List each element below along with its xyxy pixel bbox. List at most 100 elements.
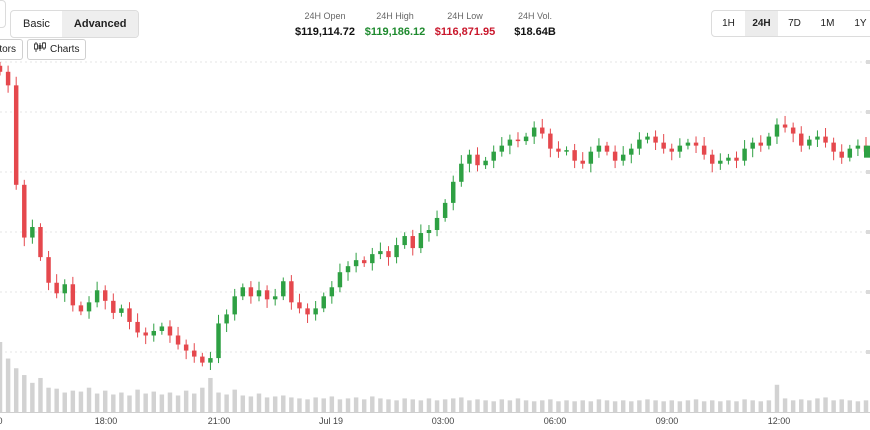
candle-body [604, 145, 610, 152]
indicators-button[interactable]: ators [0, 39, 23, 60]
candle-body [580, 160, 585, 164]
candle [111, 293, 116, 320]
candle [151, 323, 157, 342]
volume-bar [5, 358, 11, 412]
candle [685, 138, 691, 150]
volume-bar [410, 399, 415, 412]
volume-bar [863, 400, 869, 412]
candle [321, 292, 326, 313]
candle [596, 138, 602, 158]
candle-body [709, 154, 715, 164]
candle-body [766, 136, 772, 146]
candle-body [321, 296, 326, 309]
candle-body [418, 233, 424, 249]
volume-bar [782, 398, 788, 412]
candle [329, 281, 335, 304]
candle-body [459, 163, 464, 182]
candle [418, 224, 424, 254]
x-tick-label: 18:00 [95, 416, 118, 426]
stat-label: 24H Low [447, 11, 483, 21]
volume-bar [54, 388, 59, 412]
candle [629, 143, 634, 164]
volume-bar [38, 377, 43, 412]
candle [297, 293, 302, 314]
volume-bar [540, 400, 545, 412]
candle [669, 143, 674, 161]
volume-bar [847, 400, 853, 412]
candle [823, 128, 828, 148]
candle-body [22, 184, 27, 238]
candle-body [693, 142, 699, 146]
candle [127, 302, 132, 330]
stat-24h-high: 24H High $119,186.12 [360, 10, 430, 40]
candle-body [305, 308, 310, 315]
candle-body [127, 308, 132, 322]
y-tick-mark [866, 60, 870, 64]
candle-body [183, 344, 189, 351]
volume-bar [159, 394, 165, 412]
candle [38, 223, 43, 261]
candle [426, 225, 432, 242]
range-1m-button[interactable]: 1M [820, 18, 835, 29]
volume-bar [548, 399, 553, 412]
stat-24h-low: 24H Low $116,871.95 [430, 10, 500, 40]
candle-body [102, 290, 108, 301]
volume-bar [192, 393, 197, 412]
advanced-mode-button[interactable]: Advanced [61, 11, 139, 37]
partial-toolbar-button[interactable] [0, 0, 6, 28]
volume-bar [815, 398, 820, 412]
basic-mode-button[interactable]: Basic [23, 18, 50, 30]
volume-bar [604, 400, 610, 412]
candle-body [0, 65, 3, 72]
charts-button[interactable]: Charts [27, 39, 87, 60]
candle-body [200, 356, 205, 363]
volume-bar [102, 390, 108, 412]
range-24h-button[interactable]: 24H [745, 11, 778, 36]
volume-bar [766, 400, 772, 412]
volume-bar [451, 398, 456, 412]
volume-bar [726, 400, 731, 412]
candle-body [847, 148, 853, 158]
candle-body [224, 314, 229, 324]
y-tick-mark [866, 230, 870, 234]
candle [143, 327, 148, 345]
volume-bar [70, 390, 76, 412]
candle-body [111, 300, 116, 313]
volume-bar [361, 399, 367, 412]
candle [402, 232, 407, 249]
candle-body [119, 308, 124, 313]
candle-body [402, 236, 407, 246]
candle [208, 351, 213, 370]
volume-bar [734, 401, 739, 412]
volume-bar [256, 393, 262, 412]
volume-bar [669, 400, 674, 412]
candle [620, 146, 626, 166]
candle [0, 62, 3, 76]
candle-body [86, 302, 92, 312]
candle-body [475, 154, 480, 166]
range-1h-button[interactable]: 1H [722, 18, 735, 29]
volume-bar [13, 368, 19, 412]
volume-bar [394, 400, 399, 412]
indicators-label: ators [0, 44, 16, 55]
candle [523, 132, 529, 145]
volume-bar [119, 392, 124, 412]
volume-bar [855, 401, 861, 412]
volume-bar [329, 396, 335, 412]
candle [183, 339, 189, 360]
candle [102, 285, 108, 310]
candle-body [329, 287, 335, 297]
candle [62, 279, 67, 302]
candle [281, 277, 286, 301]
candle [386, 246, 391, 266]
volume-bar [799, 399, 804, 412]
range-7d-button[interactable]: 7D [788, 18, 801, 29]
volume-bar [240, 395, 246, 412]
candle-body [718, 160, 723, 164]
volume-bar [467, 400, 472, 412]
candle [499, 137, 505, 157]
candle-body [799, 133, 804, 146]
candle-body [46, 257, 51, 283]
range-1y-button[interactable]: 1Y [854, 18, 867, 29]
